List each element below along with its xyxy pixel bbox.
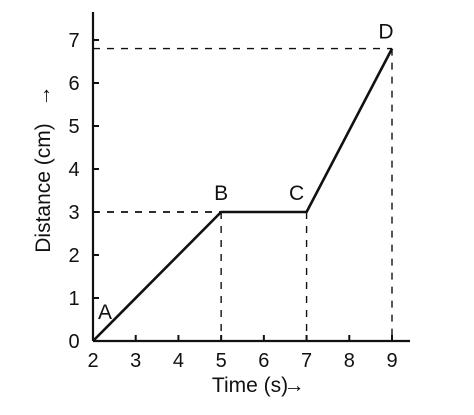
y-axis-arrow: → bbox=[32, 86, 55, 107]
x-tick-label: 3 bbox=[130, 350, 141, 372]
point-label-d: D bbox=[378, 21, 393, 44]
x-tick-label: 2 bbox=[87, 350, 98, 372]
y-axis-title-group: Distance (cm) → bbox=[32, 86, 55, 253]
y-tick-labels: 0 1 2 3 4 5 6 7 bbox=[68, 30, 79, 353]
x-tick-label: 4 bbox=[173, 350, 184, 372]
x-tick-label: 9 bbox=[386, 350, 397, 372]
y-tick-label: 1 bbox=[68, 288, 79, 310]
axes bbox=[91, 12, 410, 343]
x-tick-label: 6 bbox=[258, 350, 269, 372]
x-tick-label: 7 bbox=[301, 350, 312, 372]
guide-lines bbox=[93, 47, 393, 341]
y-tick-label: 5 bbox=[68, 116, 79, 138]
y-tick-label: 6 bbox=[68, 73, 79, 95]
point-label-a: A bbox=[98, 301, 112, 324]
point-label-b: B bbox=[214, 182, 228, 205]
point-labels: A B C D bbox=[98, 21, 394, 324]
x-axis-title: Time (s) bbox=[212, 374, 288, 397]
x-tick-label: 8 bbox=[344, 350, 355, 372]
y-tick-label: 2 bbox=[68, 245, 79, 267]
y-tick-label: 7 bbox=[68, 30, 79, 52]
data-series bbox=[92, 47, 394, 342]
distance-line bbox=[92, 47, 394, 342]
x-tick-labels: 2 3 4 5 6 7 8 9 bbox=[87, 350, 397, 372]
y-tick-label: 0 bbox=[68, 331, 79, 353]
y-axis-title: Distance (cm) bbox=[32, 123, 55, 253]
x-axis-title-group: Time (s) → bbox=[212, 374, 305, 397]
x-axis-arrow: → bbox=[284, 374, 305, 397]
y-tick-label: 4 bbox=[68, 159, 79, 181]
x-tick-label: 5 bbox=[216, 350, 227, 372]
point-label-c: C bbox=[289, 182, 304, 205]
y-tick-label: 3 bbox=[68, 202, 79, 224]
